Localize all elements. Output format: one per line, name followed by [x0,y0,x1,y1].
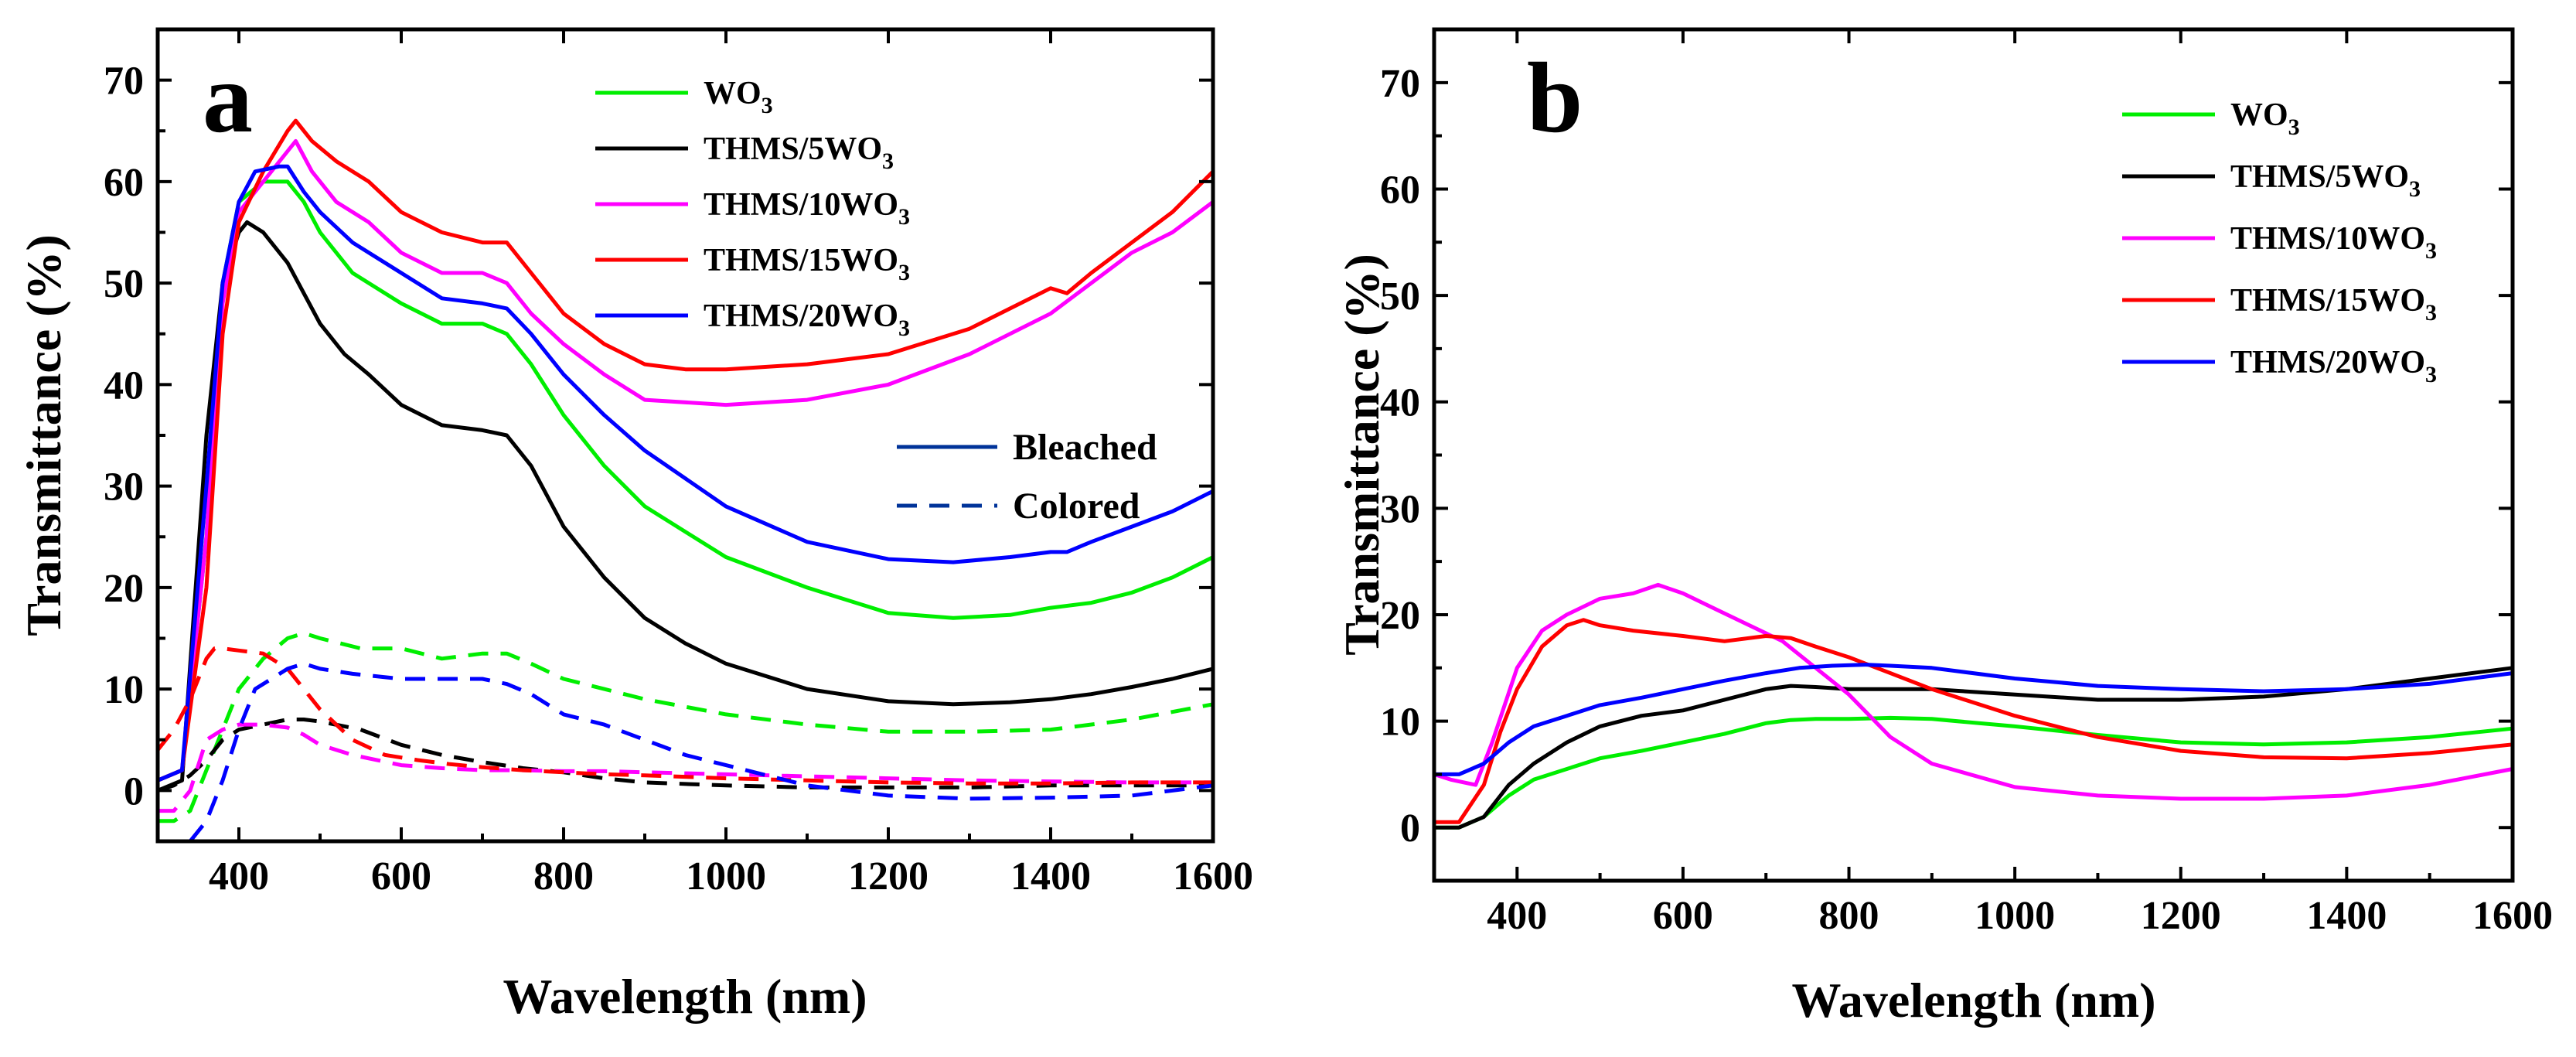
panel-b-x-tick-label-1200: 1200 [2141,894,2221,938]
panel-a-series-wo3-solid [155,179,1215,783]
panel-a-y-tick-label-20: 20 [104,567,144,611]
panel-a-style-legend-label-colored: Colored [1013,486,1140,527]
panel-a-legend-label-2: THMS/10WO3 [704,187,910,230]
panel-a-series-thms-10wo3-dashed [158,722,1213,813]
panel-a-legend-label-1: THMS/5WO3 [704,131,894,174]
panel-b-y-tick-label-50: 50 [1380,274,1420,319]
panel-a-y-tick-label-10: 10 [104,668,144,712]
panel-a-x-tick-label-1200: 1200 [848,854,929,898]
panel-b-letter: b [1527,43,1583,154]
panel-b-y-tick-label-60: 60 [1380,168,1420,212]
panel-a-series-thms-15wo3-dashed [156,646,1213,786]
panel-b-legend-label-1: THMS/5WO3 [2230,159,2421,202]
panel-a-letter: a [203,43,253,154]
panel-a-x-tick-label-400: 400 [209,854,269,898]
panel-a: 400 600 800 1000 1200 1400 1600 0 10 20 30 40 50 60 70… [16,27,1253,1024]
panel-a-y-tick-label-70: 70 [104,60,144,104]
panel-a-x-tick-label-1600: 1600 [1173,854,1253,898]
panel-a-x-tick-label-800: 800 [533,854,594,898]
panel-b-x-tick-label-800: 800 [1819,894,1879,938]
panel-b-series [1432,582,2515,830]
panel-a-legend-label-3: THMS/15WO3 [704,243,910,285]
panel-a-x-tick-label-600: 600 [371,854,431,898]
panel-a-legend-label-4: THMS/20WO3 [704,298,910,341]
panel-a-y-axis-title: Transmittance (%) [16,234,71,636]
panel-a-series-thms-15wo3-solid [155,118,1215,783]
panel-a-legend: WO3 THMS/5WO3 THMS/10WO3 THMS/15WO3 THMS/20W… [595,76,910,341]
panel-a-series-thms-5wo3-solid [155,220,1215,793]
panel-a-series-thms-20wo3-solid [155,164,1215,783]
panel-b-y-tick-label-40: 40 [1380,381,1420,425]
panel-a-legend-label-0: WO3 [704,76,773,118]
panel-b-legend-label-0: WO3 [2230,97,2300,140]
panel-b-series-thms-10wo3-solid [1432,582,2515,801]
panel-a-y-tick-label-40: 40 [104,363,144,407]
panel-a-x-axis-title: Wavelength (nm) [503,969,867,1024]
panel-b-series-thms-5wo3-solid [1432,666,2515,830]
panel-a-series [155,118,1215,844]
panel-b: 400 600 800 1000 1200 1400 1600 0 10 20 30 40 50 60 70… [1334,27,2553,1028]
panel-a-x-tick-label-1000: 1000 [686,854,766,898]
panel-a-style-legend-label-bleached: Bleached [1013,427,1157,468]
panel-a-x-tick-label-1400: 1400 [1010,854,1091,898]
panel-a-y-tick-label-60: 60 [104,161,144,205]
panel-b-ticks: 400 600 800 1000 1200 1400 1600 0 10 20 30 40 50 60 70 [1380,29,2553,938]
panel-b-legend-label-2: THMS/10WO3 [2230,221,2437,264]
panel-b-series-wo3-solid [1432,715,2515,830]
panel-b-series-thms-15wo3-solid [1432,618,2515,824]
panel-a-series-thms-5wo3-dashed [157,718,1213,793]
panel-b-x-axis-title: Wavelength (nm) [1791,973,2155,1028]
panel-a-y-tick-label-0: 0 [124,769,144,813]
panel-a-series-wo3-dashed [158,631,1214,823]
panel-a-y-tick-label-50: 50 [104,262,144,306]
panel-b-x-tick-label-1600: 1600 [2472,894,2553,938]
panel-b-x-tick-label-1000: 1000 [1975,894,2055,938]
panel-b-y-tick-label-10: 10 [1380,701,1420,745]
panel-a-ticks: 400 600 800 1000 1200 1400 1600 0 10 20 30 40 50 60 70 [104,29,1253,898]
panel-b-y-axis-title: Transmittance (%) [1334,254,1389,656]
panel-b-y-tick-label-70: 70 [1380,62,1420,106]
panel-a-y-tick-label-30: 30 [104,465,144,510]
panel-b-y-tick-label-30: 30 [1380,487,1420,531]
panel-b-y-tick-label-0: 0 [1400,806,1420,851]
panel-b-y-tick-label-20: 20 [1380,594,1420,638]
panel-b-legend: WO3 THMS/5WO3 THMS/10WO3 THMS/15WO3 THMS/20W… [2122,97,2437,387]
panel-b-x-tick-label-400: 400 [1487,894,1547,938]
panel-b-x-tick-label-1400: 1400 [2306,894,2387,938]
panel-b-legend-label-3: THMS/15WO3 [2230,283,2437,326]
panel-b-frame [1432,27,2515,883]
panel-a-style-legend: Bleached Colored [897,427,1157,527]
panel-b-x-tick-label-600: 600 [1653,894,1713,938]
panel-a-series-thms-20wo3-dashed [158,661,1214,844]
panel-b-series-thms-20wo3-solid [1432,663,2515,776]
panel-b-legend-label-4: THMS/20WO3 [2230,345,2437,387]
